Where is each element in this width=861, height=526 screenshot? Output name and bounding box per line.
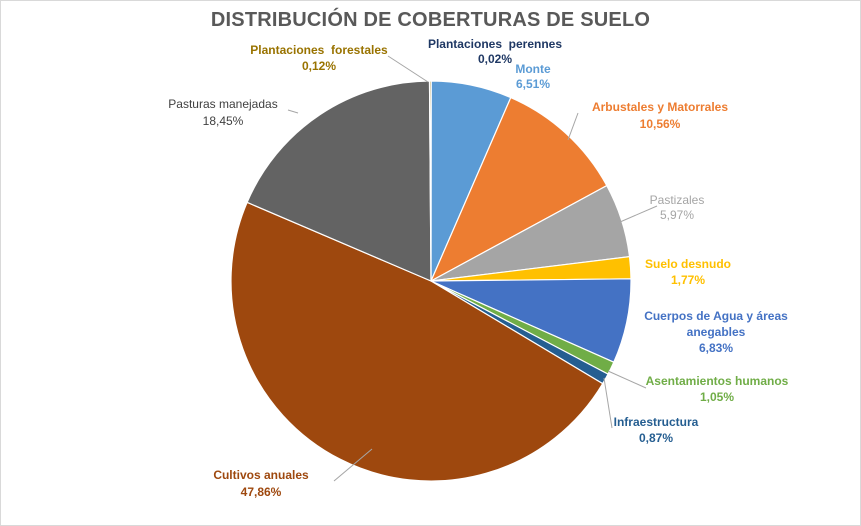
slice-label-value: 0,02% <box>478 52 512 66</box>
slice-label-name: Plantaciones perennes <box>428 37 562 51</box>
pie-slice-cultivos-anuales <box>230 201 604 482</box>
slice-label-value: 5,97% <box>660 208 694 222</box>
slice-label-value: 1,77% <box>671 273 705 287</box>
slice-label-name: Infraestructura <box>614 415 699 429</box>
slice-label-name: Pastizales <box>650 193 705 207</box>
slice-label-value: 47,86% <box>241 485 282 499</box>
leader-line <box>567 112 579 141</box>
leader-line <box>287 109 299 114</box>
leader-line <box>333 448 373 482</box>
slice-label-name: Suelo desnudo <box>645 257 731 271</box>
pie-slice-arbustales-y-matorrales <box>429 96 608 283</box>
slice-label-value: 6,51% <box>516 77 550 91</box>
slice-label-value: 18,45% <box>203 114 244 128</box>
leader-line <box>603 377 613 429</box>
leader-line <box>619 205 658 223</box>
slice-label-value: 10,56% <box>640 117 681 131</box>
slice-label-value: 1,05% <box>700 390 734 404</box>
slice-label-name: Cuerpos de Agua y áreas <box>644 309 788 323</box>
slice-label-name: Plantaciones forestales <box>250 43 388 57</box>
slice-label-name: Asentamientos humanos <box>646 374 789 388</box>
leader-line <box>387 55 429 83</box>
slice-label-name: Cultivos anuales <box>213 468 309 482</box>
slice-label-name: Monte <box>515 62 551 76</box>
leader-line <box>607 370 647 389</box>
slice-label-value: 0,87% <box>639 431 673 445</box>
pie-slice-pasturas-manejadas <box>246 80 432 282</box>
slice-label-name: Arbustales y Matorrales <box>592 100 728 114</box>
slice-label-value: 0,12% <box>302 59 336 73</box>
pie-slice-plantaciones-forestales <box>428 80 432 282</box>
slice-label-name: Pasturas manejadas <box>168 97 277 111</box>
chart-title: DISTRIBUCIÓN DE COBERTURAS DE SUELO <box>210 9 651 31</box>
slice-label-value: 6,83% <box>699 341 733 355</box>
slice-label-name: anegables <box>687 325 746 339</box>
